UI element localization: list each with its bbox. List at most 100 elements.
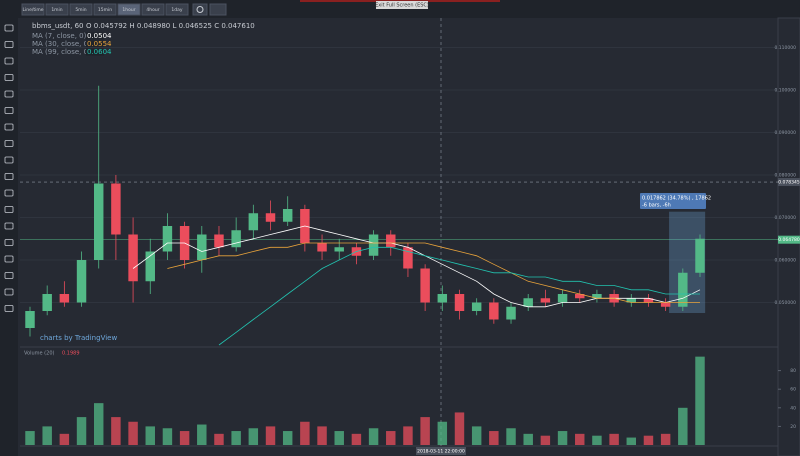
timeframe-label: 5min xyxy=(75,7,86,13)
settings-button[interactable] xyxy=(192,3,208,16)
timeframe-bar: Line/time 1min 5min 15min 1hour 4hour 1day xyxy=(21,3,189,16)
candle-body xyxy=(76,260,87,303)
tool-icon[interactable] xyxy=(4,288,14,296)
volume-bar xyxy=(403,426,413,445)
tool-icon[interactable] xyxy=(4,74,14,81)
settings-icon xyxy=(196,6,204,13)
ma-line xyxy=(167,242,700,303)
tool-icon[interactable] xyxy=(4,41,14,48)
volume-title: Volume (20) xyxy=(24,351,54,357)
volume-value: 0.1989 xyxy=(62,351,80,357)
volume-bar xyxy=(540,435,551,445)
exit-hint-box xyxy=(376,1,428,9)
volume-bar xyxy=(265,426,276,445)
timeframe-label: Line/time xyxy=(22,7,43,13)
volume-bar xyxy=(128,421,138,445)
candle-body xyxy=(626,298,637,303)
volume-bar xyxy=(145,426,155,445)
volume-bar xyxy=(59,433,70,445)
watermark: charts by TradingView xyxy=(40,334,117,342)
volume-bar xyxy=(93,403,104,445)
tool-icon[interactable] xyxy=(4,173,14,180)
ma-value-box xyxy=(86,32,104,40)
candle-body xyxy=(265,213,276,222)
crosshair-date-box xyxy=(416,447,466,455)
timeframe-button[interactable] xyxy=(141,3,165,16)
volume-bar xyxy=(179,431,190,445)
y-tick-label: 0.050000 xyxy=(775,300,797,306)
candle-body xyxy=(93,183,104,260)
candle-body xyxy=(557,294,568,303)
candle-body xyxy=(678,272,688,307)
measure-line1: 0.017862 (34.78%) , 17862 xyxy=(642,196,711,202)
tool-icon[interactable] xyxy=(4,57,14,65)
timeframe-label: 1day xyxy=(171,7,182,13)
tool-icon[interactable] xyxy=(4,206,14,213)
candle-body xyxy=(59,294,70,303)
candle-body xyxy=(506,306,516,320)
timeframe-button[interactable] xyxy=(45,3,69,16)
timeframe-button[interactable] xyxy=(93,3,117,16)
volume-bar xyxy=(643,435,654,445)
candle-body xyxy=(317,243,327,252)
candle-body xyxy=(42,294,52,311)
volume-bar xyxy=(454,412,465,445)
volume-bar xyxy=(506,428,516,445)
tool-icon[interactable] xyxy=(4,107,14,114)
exit-hint: Exit Full Screen (ESC) xyxy=(375,3,429,9)
tool-icon[interactable] xyxy=(4,272,14,279)
candle-body xyxy=(471,302,482,311)
timeframe-button[interactable] xyxy=(165,3,189,16)
timeframe-button[interactable] xyxy=(69,3,93,16)
candle-body xyxy=(368,234,379,256)
tool-icon[interactable] xyxy=(4,189,14,197)
volume-bar xyxy=(25,431,35,445)
tool-icon[interactable] xyxy=(4,239,14,246)
tool-icon[interactable] xyxy=(4,305,14,312)
timeframe-button[interactable] xyxy=(21,3,45,16)
candle-body xyxy=(540,298,551,303)
volume-bar xyxy=(575,433,585,445)
timeframe-label: 1min xyxy=(51,7,62,13)
timeframe-button[interactable] xyxy=(117,3,141,16)
tool-icon[interactable] xyxy=(4,156,14,164)
candle-body xyxy=(454,294,465,311)
volume-bar xyxy=(42,426,52,445)
measure-line2: -6 bars, -6h xyxy=(642,203,671,209)
volume-bar xyxy=(523,433,533,445)
candle-body xyxy=(643,298,654,303)
volume-bar xyxy=(368,428,379,445)
candle-body xyxy=(248,213,259,231)
ma-value: 0.0554 xyxy=(87,40,112,48)
volume-bar xyxy=(386,431,396,445)
tool-icon[interactable] xyxy=(4,90,14,98)
volume-bar xyxy=(248,428,259,445)
tool-icon[interactable] xyxy=(4,140,14,147)
tool-icon[interactable] xyxy=(4,255,14,263)
y-tick-label: 0.100000 xyxy=(775,88,797,94)
volume-bar xyxy=(282,431,293,445)
ma-line xyxy=(218,246,700,346)
symbol: bbms_usdt, 60 xyxy=(32,22,83,30)
crosshair-date: 2018-03-11 22:00:00 xyxy=(417,449,465,455)
candle-body xyxy=(128,234,138,282)
candle-body xyxy=(231,230,241,248)
tool-icon[interactable] xyxy=(4,222,14,230)
last-price: 0.064780 xyxy=(778,237,800,243)
y-tick-label: 0.070000 xyxy=(775,215,797,221)
y-tick-label: 0.080000 xyxy=(775,173,797,179)
y-tick-label: 0.110000 xyxy=(775,45,797,51)
tool-icon[interactable] xyxy=(4,24,14,32)
indicators-button[interactable] xyxy=(209,3,227,16)
timeframe-label: 4hour xyxy=(146,7,159,13)
last-price-box xyxy=(778,235,800,244)
volume-bar xyxy=(592,435,602,445)
volume-bar xyxy=(317,426,327,445)
volume-bar xyxy=(420,417,430,445)
volume-bar xyxy=(609,433,619,445)
y-tick-label: 40 xyxy=(790,405,796,411)
candle-body xyxy=(575,294,585,299)
tool-icon[interactable] xyxy=(4,123,14,131)
volume-bar xyxy=(162,428,173,445)
ma-label: MA (99, close, 0) xyxy=(32,48,91,56)
